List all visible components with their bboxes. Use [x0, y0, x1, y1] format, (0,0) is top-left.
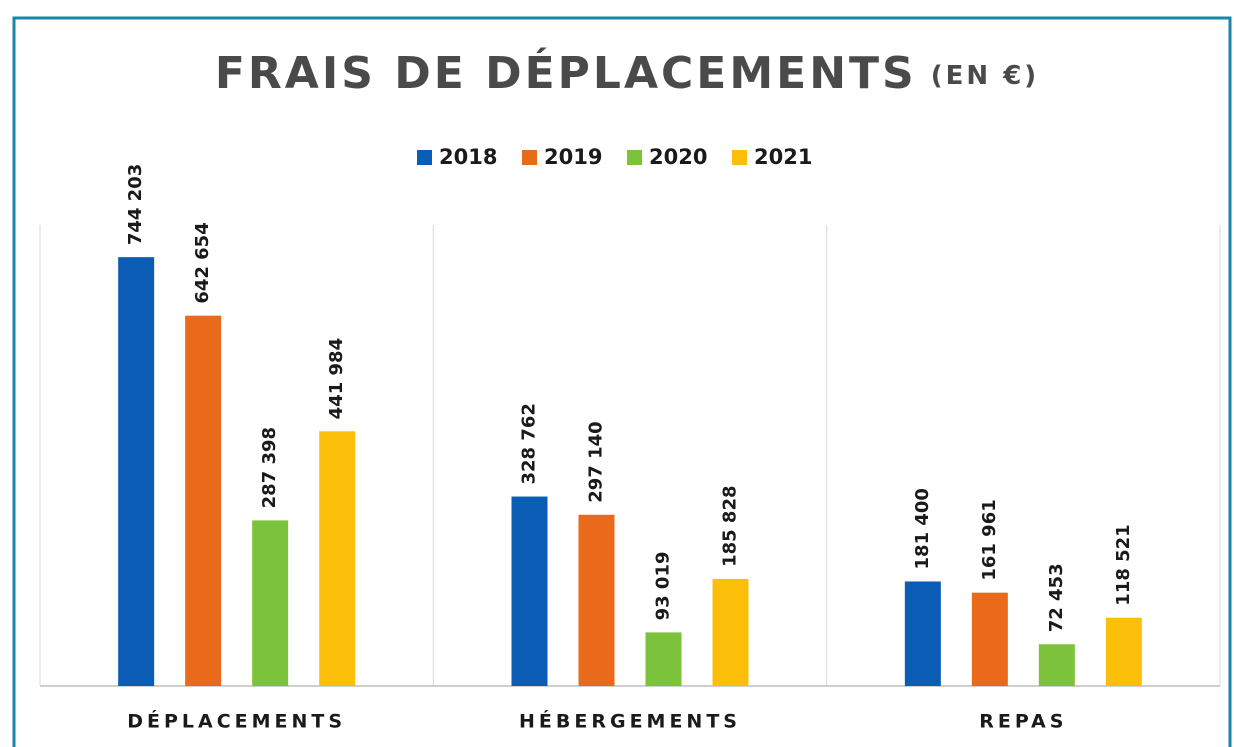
legend-label: 2018	[439, 145, 497, 169]
value-label: 181 400	[912, 488, 933, 569]
bar	[252, 520, 289, 686]
chart-title: FRAIS DE DÉPLACEMENTS (EN €)	[215, 46, 1039, 99]
legend-label: 2020	[649, 145, 707, 169]
value-label: 72 453	[1046, 563, 1067, 632]
title-unit: (EN €)	[931, 61, 1039, 91]
bar	[319, 431, 356, 686]
legend-swatch	[522, 150, 537, 165]
legend-swatch	[417, 150, 432, 165]
bar	[645, 632, 682, 686]
value-label: 287 398	[259, 427, 280, 508]
x-tick-label: HÉBERGEMENTS	[519, 710, 741, 733]
bar	[511, 496, 548, 686]
value-label: 744 203	[125, 164, 146, 245]
bar	[904, 581, 941, 686]
bar	[578, 514, 615, 686]
value-label: 642 654	[192, 222, 213, 303]
bar	[712, 578, 749, 686]
legend-label: 2019	[544, 145, 602, 169]
value-label: 328 762	[519, 403, 540, 484]
legend-swatch	[627, 150, 642, 165]
bar	[1038, 644, 1075, 686]
x-tick-label: REPAS	[979, 711, 1067, 733]
legend-swatch	[732, 150, 747, 165]
value-label: 441 984	[326, 338, 347, 419]
bar	[971, 592, 1008, 686]
bar	[1105, 617, 1142, 686]
value-label: 185 828	[720, 485, 741, 566]
bar	[185, 315, 222, 686]
value-label: 118 521	[1113, 524, 1134, 605]
title-main: FRAIS DE DÉPLACEMENTS	[215, 46, 917, 99]
value-label: 93 019	[653, 552, 674, 621]
value-label: 297 140	[586, 421, 607, 502]
frame	[12, 16, 1232, 747]
bar	[118, 257, 155, 686]
legend-label: 2021	[754, 145, 812, 169]
value-label: 161 961	[979, 499, 1000, 580]
x-tick-label: DÉPLACEMENTS	[127, 710, 346, 733]
